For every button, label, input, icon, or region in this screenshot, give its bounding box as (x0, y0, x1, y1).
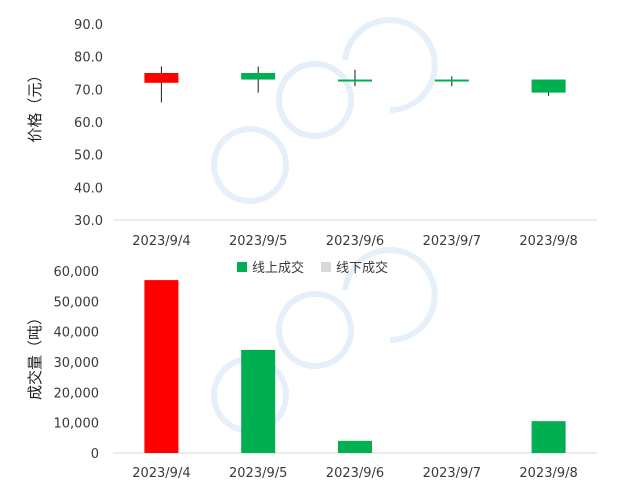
volume-x-ticks: 2023/9/4 2023/9/5 2023/9/6 2023/9/7 2023/9/8 (132, 466, 578, 481)
legend-swatch-offline (321, 262, 331, 272)
volume-x-tick-label: 2023/9/5 (229, 466, 287, 481)
legend-label-offline: 线下成交 (336, 260, 388, 276)
legend-swatch-online (237, 262, 247, 272)
volume-legend: 线上成交 线下成交 (237, 260, 388, 276)
volume-x-tick-label: 2023/9/6 (326, 466, 384, 481)
volume-bar (531, 421, 566, 453)
volume-bars (144, 280, 566, 453)
price-y-tick-label: 90.0 (74, 18, 103, 33)
volume-y-tick-label: 50,000 (54, 295, 100, 310)
candle (338, 69, 372, 87)
price-x-tick-label: 2023/9/7 (423, 234, 481, 249)
price-y-tick-label: 30.0 (74, 214, 103, 229)
watermark-logo-top (211, 17, 438, 204)
candle (531, 79, 566, 96)
price-y-tick-label: 70.0 (74, 83, 103, 98)
price-candlestick-chart: 价格（元） 90.0 80.0 70.0 60.0 50.0 40.0 30.0 2023/… (26, 18, 597, 249)
price-x-tick-label: 2023/9/5 (229, 234, 287, 249)
price-x-tick-label: 2023/9/8 (519, 234, 577, 249)
price-y-tick-label: 80.0 (74, 51, 103, 66)
volume-y-tick-label: 60,000 (54, 265, 100, 280)
price-y-tick-label: 60.0 (74, 116, 103, 131)
candle (144, 66, 179, 103)
legend-label-online: 线上成交 (252, 260, 304, 276)
volume-y-tick-label: 40,000 (54, 326, 100, 341)
volume-y-ticks: 60,000 50,000 40,000 30,000 20,000 10,000 0 (54, 265, 100, 462)
volume-x-tick-label: 2023/9/7 (423, 466, 481, 481)
candle-body (531, 79, 566, 93)
candle-body (338, 79, 372, 82)
price-x-tick-label: 2023/9/4 (132, 234, 190, 249)
volume-x-tick-label: 2023/9/8 (519, 466, 577, 481)
volume-bar (338, 440, 372, 453)
price-y-tick-label: 50.0 (74, 149, 103, 164)
price-candles (144, 66, 566, 103)
volume-bar-chart: 成交量（吨） 60,000 50,000 40,000 30,000 20,000 10,… (26, 265, 597, 481)
volume-y-tick-label: 10,000 (54, 417, 100, 432)
candle-body (241, 73, 276, 80)
price-y-tick-label: 40.0 (74, 181, 103, 196)
volume-bar (144, 280, 179, 453)
volume-y-tick-label: 30,000 (54, 356, 100, 371)
volume-bar (241, 349, 276, 453)
price-x-ticks: 2023/9/4 2023/9/5 2023/9/6 2023/9/7 2023/9/8 (132, 234, 578, 249)
volume-x-tick-label: 2023/9/4 (132, 466, 190, 481)
price-y-ticks: 90.0 80.0 70.0 60.0 50.0 40.0 30.0 (74, 18, 103, 229)
price-axis-label: 价格（元） (26, 67, 44, 142)
volume-y-tick-label: 0 (91, 447, 99, 462)
candle-body (144, 73, 179, 83)
candle (241, 66, 276, 93)
price-x-tick-label: 2023/9/6 (326, 234, 384, 249)
candle (434, 76, 469, 87)
candle-body (434, 79, 469, 82)
volume-y-tick-label: 20,000 (54, 386, 100, 401)
volume-axis-label: 成交量（吨） (26, 310, 44, 400)
